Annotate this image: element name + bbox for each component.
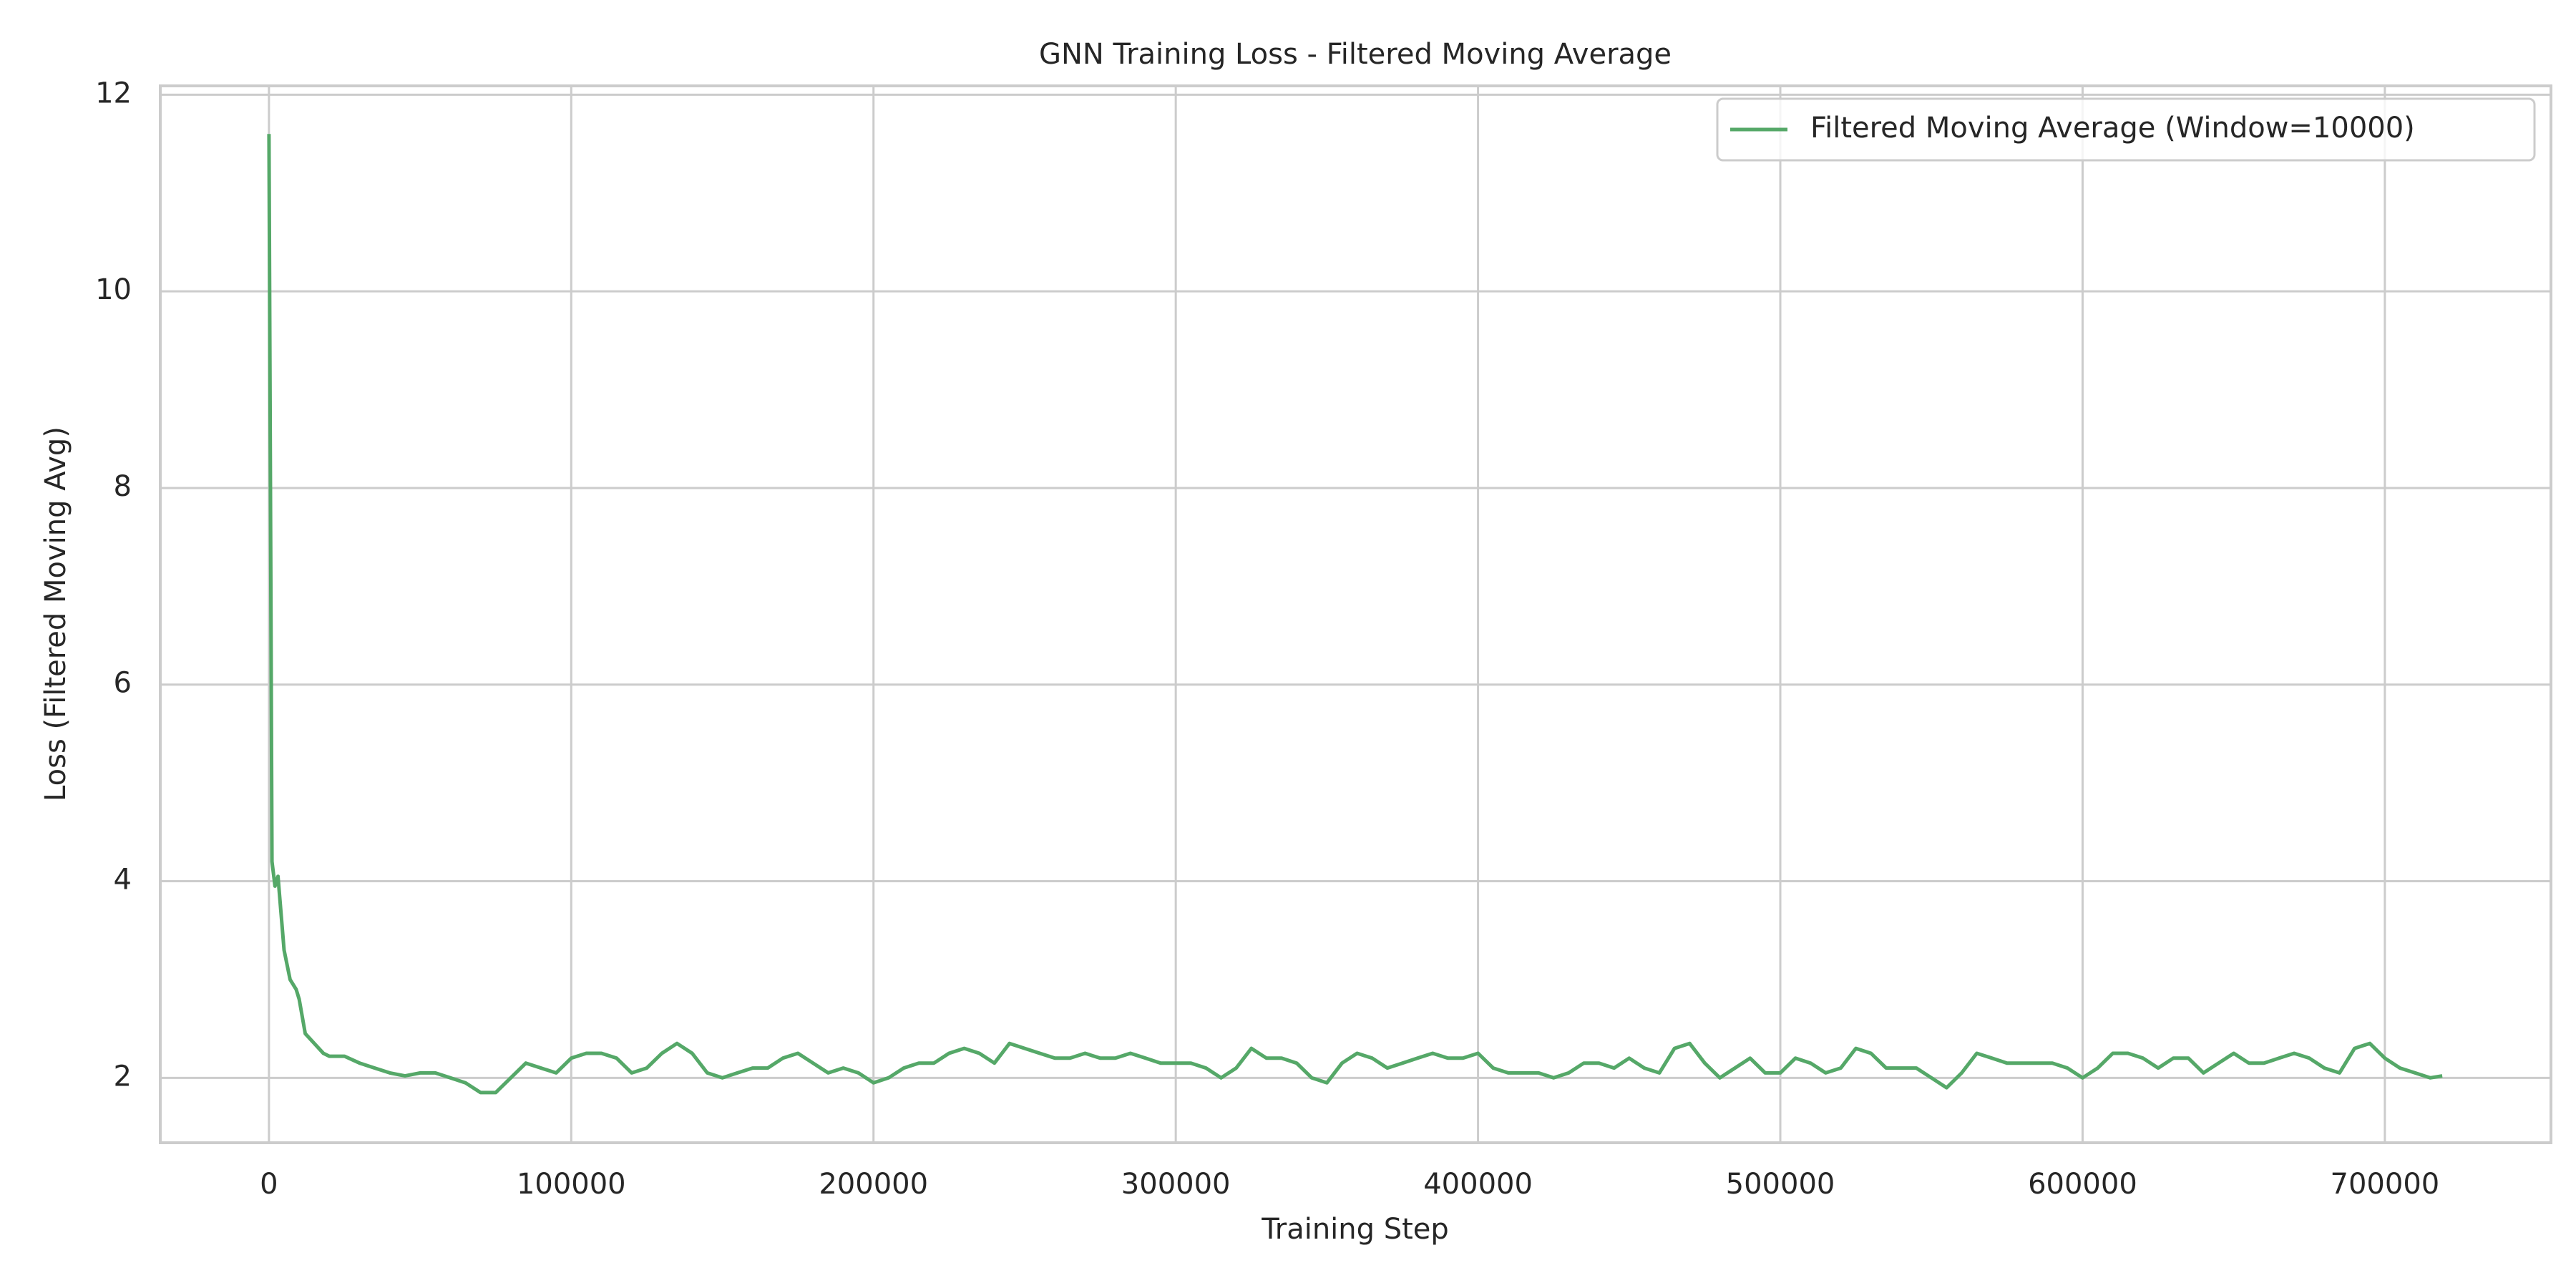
y-tick-label: 8	[114, 470, 132, 503]
y-tick-label: 10	[95, 273, 132, 306]
x-tick-label: 700000	[2331, 1168, 2440, 1201]
plot-frame	[159, 84, 2552, 1144]
y-tick-label: 12	[95, 77, 132, 109]
x-axis-label: Training Step	[1261, 1213, 1449, 1246]
y-tick-label: 2	[114, 1060, 132, 1093]
x-tick-label: 0	[260, 1168, 278, 1201]
line-series	[267, 134, 2443, 1095]
legend-box	[1716, 97, 2536, 162]
x-tick-label: 600000	[2028, 1168, 2137, 1201]
chart-title: GNN Training Loss - Filtered Moving Aver…	[1039, 38, 1672, 71]
y-tick-label: 6	[114, 667, 132, 700]
legend-label: Filtered Moving Average (Window=10000)	[1810, 112, 2415, 145]
x-tick-label: 400000	[1423, 1168, 1533, 1201]
x-tick-label: 500000	[1726, 1168, 1835, 1201]
x-tick-label: 200000	[819, 1168, 928, 1201]
x-tick-label: 100000	[517, 1168, 626, 1201]
x-tick-label: 300000	[1121, 1168, 1231, 1201]
y-axis-label: Loss (Filtered Moving Avg)	[39, 426, 72, 801]
y-tick-label: 4	[114, 864, 132, 897]
